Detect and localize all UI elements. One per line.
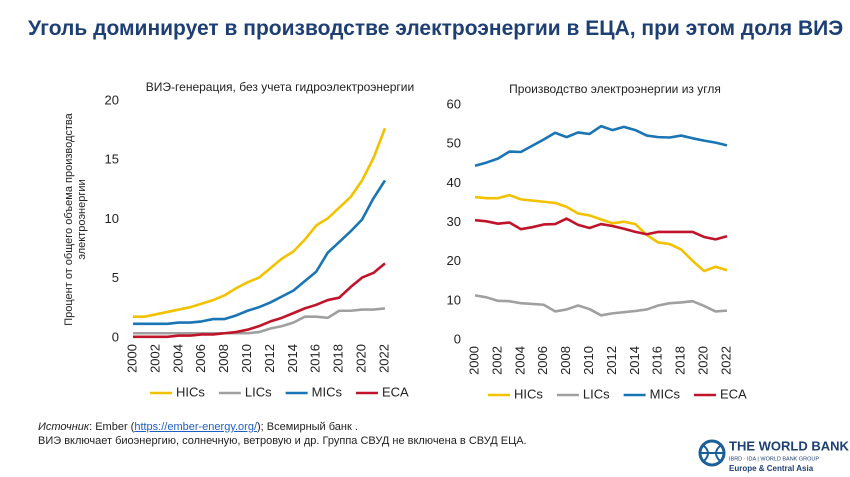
source-note: Источник: Ember (https://ember-energy.or… — [38, 421, 358, 433]
logo-region: Europe & Central Asia — [729, 464, 814, 473]
source-text: : Ember ( — [89, 421, 135, 433]
series-line — [133, 262, 386, 339]
source-label: Источник — [38, 421, 90, 433]
y-tick-label: 0 — [454, 331, 461, 346]
x-tick-label: 2020 — [696, 346, 711, 375]
y-tick-label: 0 — [112, 329, 119, 344]
y-tick-label: 20 — [447, 253, 461, 268]
x-tick-label: 2010 — [581, 346, 596, 375]
source-link[interactable]: https://ember-energy.org/ — [134, 421, 258, 433]
legend-label: ECA — [382, 384, 409, 399]
chart-title: Производство электроэнергии из угля — [509, 82, 721, 96]
x-tick-label: 2022 — [718, 346, 733, 375]
panel: Производство электроэнергии из угля 0 10 20… — [447, 82, 747, 401]
y-tick-label: 50 — [447, 136, 461, 151]
x-tick-label: 2002 — [147, 344, 162, 373]
y-tick-label: 15 — [105, 152, 119, 167]
logo-lines — [700, 445, 724, 462]
x-tick-label: 2004 — [512, 346, 527, 375]
x-tick-label: 2000 — [124, 344, 139, 373]
y-tick-label: 5 — [112, 270, 119, 285]
legend-label: MICs — [650, 386, 681, 401]
y-tick-label: 20 — [105, 92, 119, 107]
series-line — [474, 294, 728, 317]
legend-label: ECA — [720, 386, 747, 401]
footnote: ВИЭ включает биоэнергию, солнечную, ветр… — [38, 435, 527, 447]
series-line — [474, 193, 728, 273]
y-tick-label: 30 — [447, 214, 461, 229]
y-axis-label: электроэнергии — [76, 179, 88, 259]
y-tick-label: 40 — [447, 175, 461, 190]
x-tick-label: 2012 — [604, 346, 619, 375]
x-tick-label: 2014 — [285, 344, 300, 373]
logo: THE WORLD BANK IBRD · IDA | WORLD BANK G… — [698, 438, 849, 473]
legend-label: LICs — [245, 384, 272, 399]
y-tick-label: 60 — [447, 96, 461, 111]
series-line — [133, 127, 387, 318]
legend-label: LICs — [583, 386, 610, 401]
x-tick-label: 2018 — [673, 346, 688, 375]
panel: ВИЭ-генерация, без учета гидроэлектроэне… — [63, 80, 414, 399]
legend-label: HICs — [514, 386, 543, 401]
series-line — [133, 307, 386, 335]
x-tick-label: 2002 — [489, 346, 504, 375]
series-line — [474, 217, 728, 241]
source-text: ); Всемирный банк . — [257, 421, 358, 433]
series-line — [474, 124, 728, 167]
x-tick-label: 2020 — [354, 344, 369, 373]
x-tick-label: 2006 — [193, 344, 208, 373]
x-tick-label: 2000 — [466, 346, 481, 375]
x-tick-label: 2004 — [170, 344, 185, 373]
x-tick-label: 2012 — [262, 344, 277, 373]
legend-label: MICs — [312, 384, 343, 399]
x-tick-label: 2008 — [216, 344, 231, 373]
x-tick-label: 2016 — [650, 346, 665, 375]
x-tick-label: 2018 — [331, 344, 346, 373]
y-tick-label: 10 — [105, 211, 119, 226]
x-tick-label: 2010 — [239, 344, 254, 373]
x-tick-label: 2014 — [627, 346, 642, 375]
x-tick-label: 2006 — [535, 346, 550, 375]
chart-title: ВИЭ-генерация, без учета гидроэлектроэне… — [146, 80, 414, 94]
slide-title-text: Уголь доминирует в производстве электроэ… — [28, 17, 850, 40]
slide-title: Уголь доминирует в производстве электроэ… — [28, 17, 850, 40]
logo-group: IBRD · IDA | WORLD BANK GROUP — [729, 456, 819, 462]
y-tick-label: 10 — [447, 292, 461, 307]
x-tick-label: 2008 — [558, 346, 573, 375]
logo-name: THE WORLD BANK — [729, 438, 849, 453]
x-tick-label: 2016 — [308, 344, 323, 373]
series-line — [133, 179, 387, 326]
x-tick-label: 2022 — [376, 344, 391, 373]
legend-label: HICs — [176, 384, 205, 399]
y-axis-label: Процент от общего объема производства — [63, 112, 75, 325]
